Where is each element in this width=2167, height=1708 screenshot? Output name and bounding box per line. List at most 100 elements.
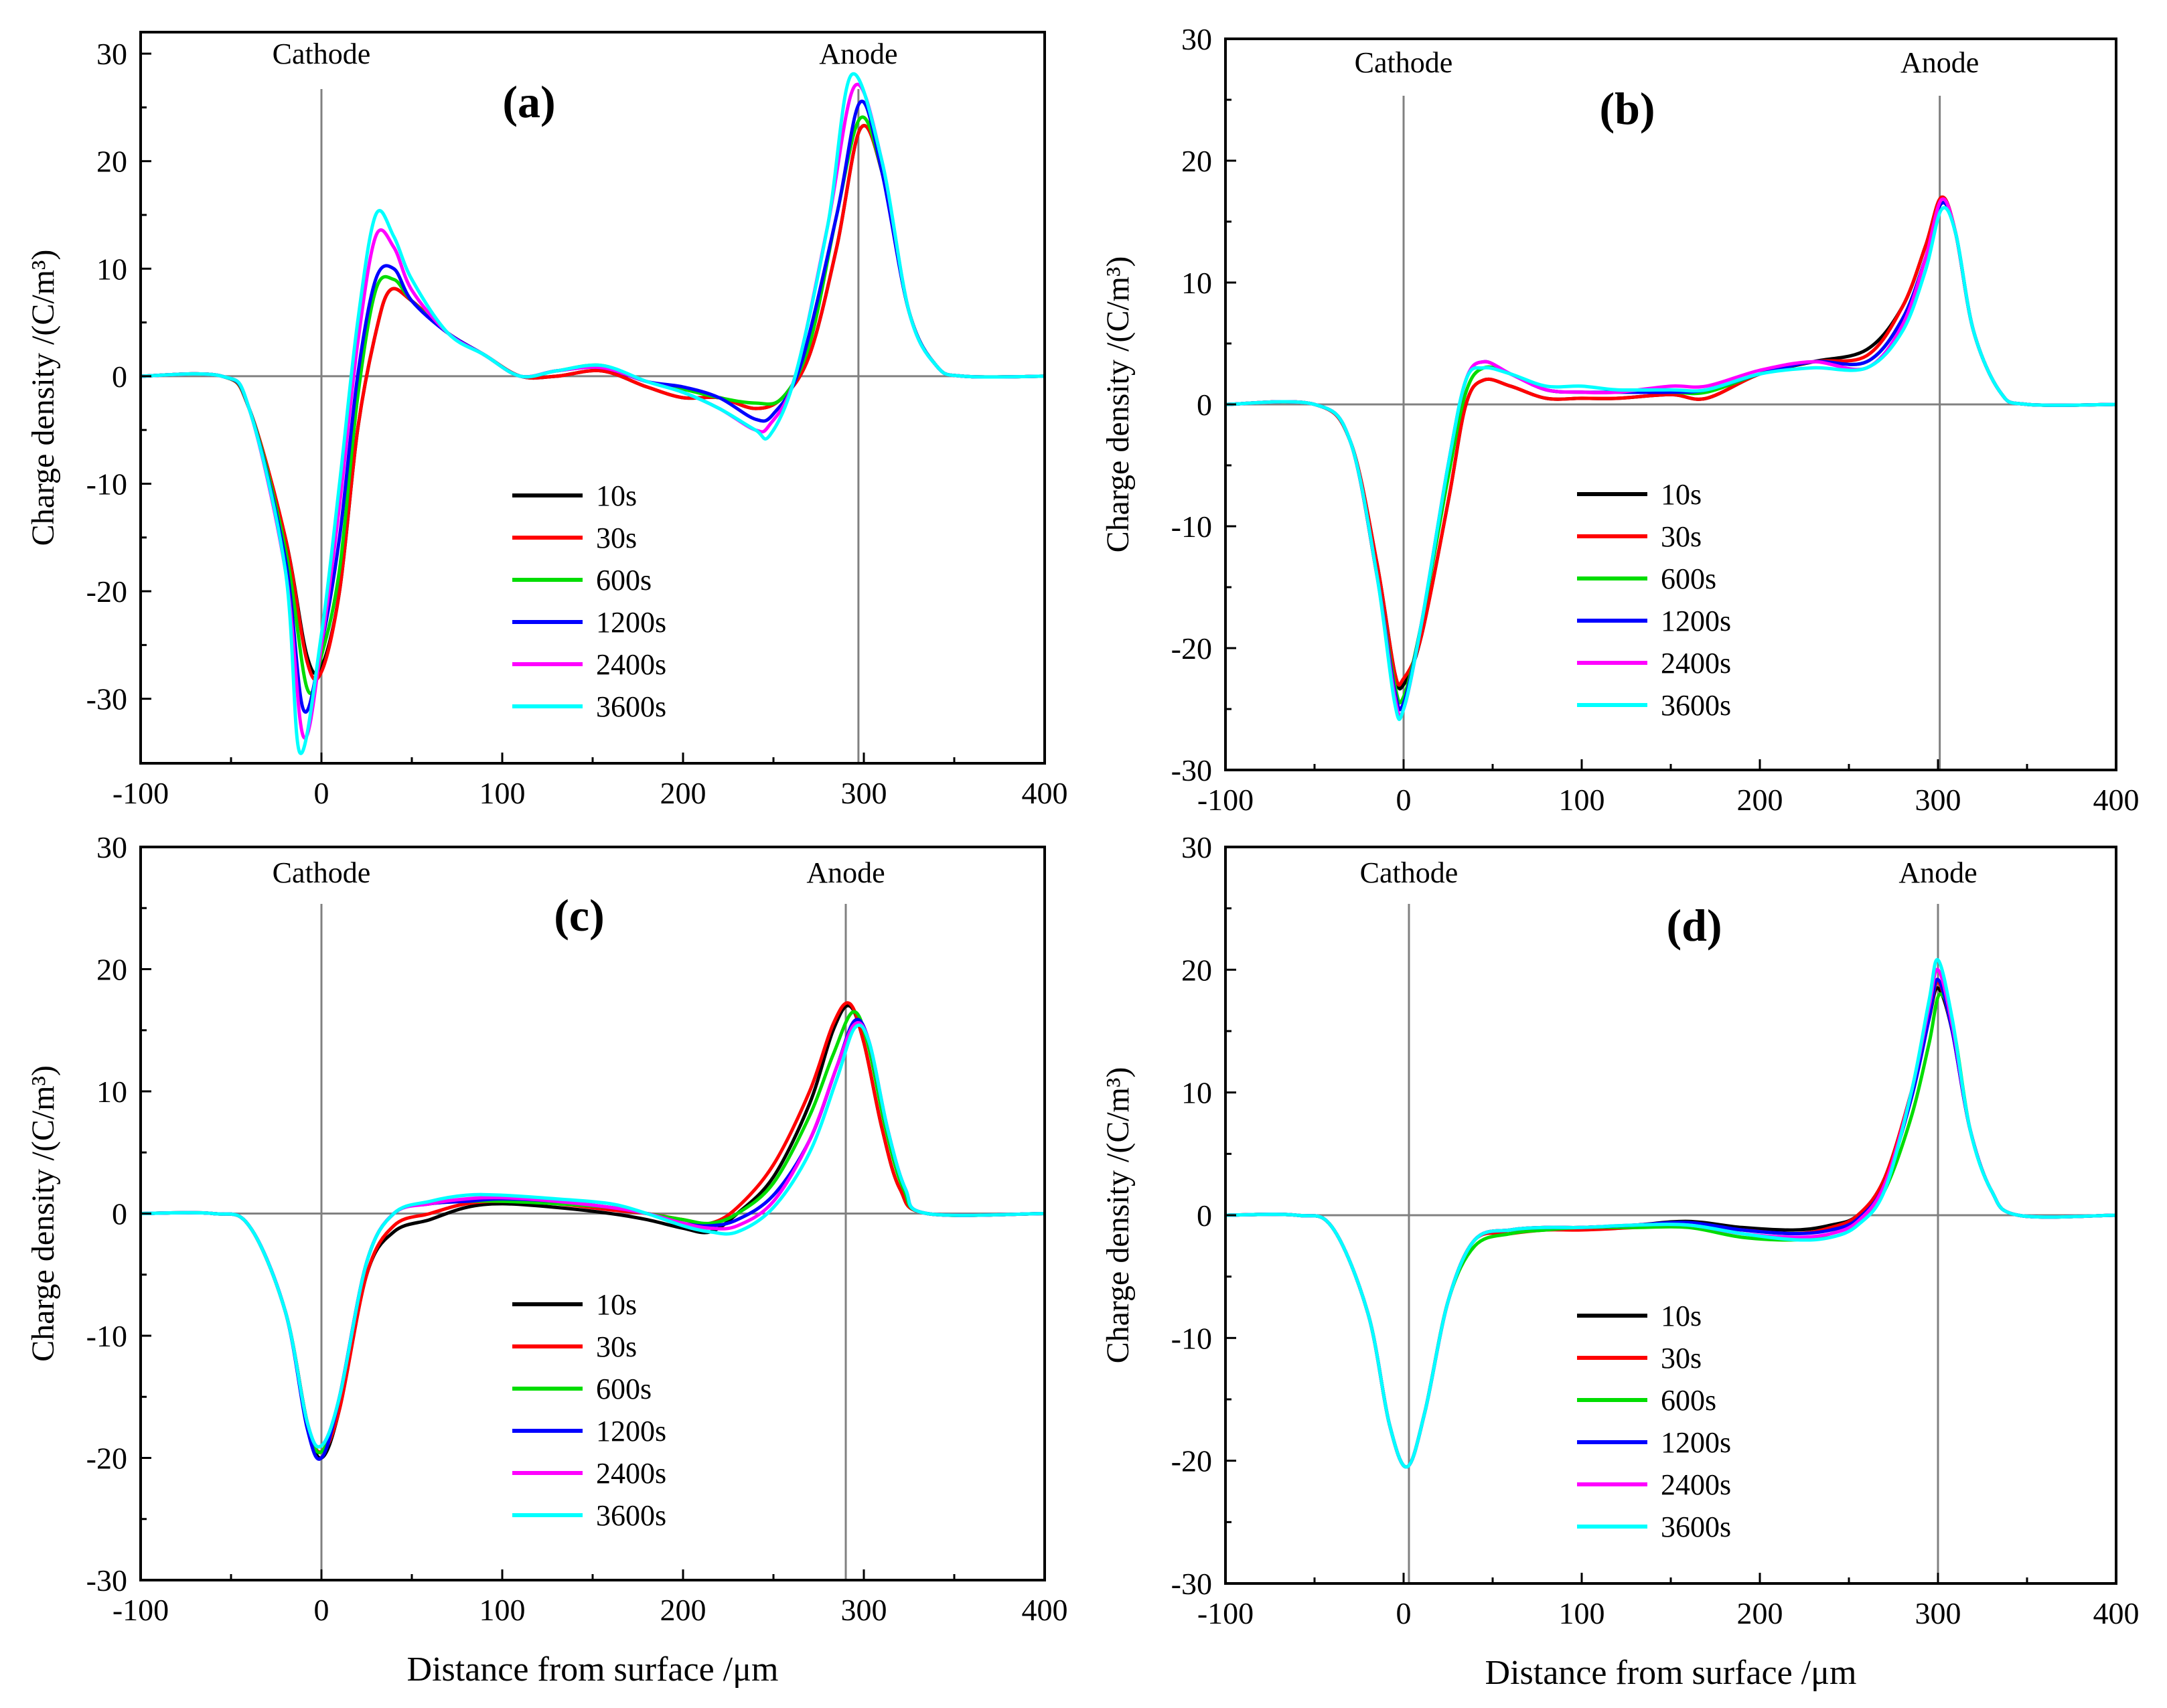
y-tick-label: 0 [112, 1197, 127, 1231]
y-tick-label: 20 [96, 145, 127, 179]
legend-label-10s: 10s [596, 1288, 637, 1321]
anode-label: Anode [1898, 856, 1977, 889]
anode-label: Anode [806, 856, 885, 889]
legend-label-600s: 600s [596, 564, 652, 597]
x-axis-label: Distance from surface /μm [407, 1650, 779, 1689]
x-tick-label: 200 [660, 776, 706, 810]
y-tick-label: 10 [96, 252, 127, 286]
legend-label-3600s: 3600s [1661, 689, 1731, 722]
y-tick-label: -20 [86, 574, 127, 609]
legend-label-10s: 10s [1661, 1300, 1702, 1332]
legend-label-3600s: 3600s [1661, 1510, 1731, 1543]
y-tick-label: 30 [1181, 22, 1212, 56]
x-tick-label: 300 [1915, 1596, 1961, 1630]
x-tick-label: 200 [660, 1593, 706, 1627]
series-line-30s [141, 124, 1045, 682]
legend-label-2400s: 2400s [1661, 647, 1731, 680]
legend-label-2400s: 2400s [596, 1457, 666, 1490]
y-tick-label: 0 [1197, 1198, 1212, 1233]
x-tick-label: 300 [1915, 783, 1961, 817]
y-axis-label: Charge density /(C/m³) [25, 250, 61, 546]
x-tick-label: 400 [2093, 783, 2140, 817]
series-line-2400s [141, 1021, 1045, 1449]
x-tick-label: 300 [841, 776, 887, 810]
panel-title: (b) [1599, 83, 1655, 134]
y-tick-label: -20 [1171, 631, 1212, 666]
y-tick-label: -30 [86, 682, 127, 716]
y-tick-label: 20 [1181, 953, 1212, 987]
panel-b: -100 0 100 200 300 400-30-20-100102030Charge … [1100, 22, 2140, 817]
legend-label-3600s: 3600s [596, 690, 666, 723]
y-tick-label: -30 [1171, 753, 1212, 787]
x-tick-label: 100 [1559, 783, 1605, 817]
legend-label-1200s: 1200s [596, 1415, 666, 1448]
series-line-2400s [1225, 197, 2116, 718]
legend-label-600s: 600s [1661, 562, 1716, 595]
panel-a: -100 0 100 200 300 400-30-20-100102030Charge … [25, 31, 1068, 810]
legend-label-2400s: 2400s [596, 648, 666, 681]
x-tick-label: 300 [841, 1593, 887, 1627]
panel-d: -100 0 100 200 300 400-30-20-100102030Charge … [1100, 830, 2140, 1692]
x-tick-label: 0 [1396, 1596, 1412, 1630]
anode-label: Anode [819, 37, 897, 70]
y-tick-label: 20 [1181, 144, 1212, 178]
series-group [141, 1001, 1045, 1461]
x-tick-label: 100 [479, 1593, 526, 1627]
anode-label: Anode [1900, 46, 1979, 79]
y-tick-label: 30 [96, 37, 127, 71]
x-tick-label: -100 [1197, 1596, 1254, 1630]
legend-label-30s: 30s [1661, 1342, 1702, 1375]
legend-label-2400s: 2400s [1661, 1468, 1731, 1501]
y-tick-label: -20 [86, 1442, 127, 1476]
x-tick-label: 400 [2093, 1596, 2140, 1630]
legend-label-600s: 600s [1661, 1384, 1716, 1417]
x-tick-label: 0 [314, 776, 329, 810]
series-line-10s [141, 124, 1045, 676]
cathode-label: Cathode [1360, 856, 1459, 889]
x-tick-label: -100 [113, 776, 169, 810]
x-tick-label: 0 [314, 1593, 329, 1627]
x-tick-label: -100 [113, 1593, 169, 1627]
legend: 10s 30s 600s 1200s 2400s 3600s [1577, 478, 1731, 722]
legend-label-1200s: 1200s [596, 606, 666, 639]
x-axis-label: Distance from surface /μm [1485, 1654, 1857, 1692]
series-line-3600s [141, 1023, 1045, 1449]
series-group [141, 72, 1045, 755]
y-tick-label: 30 [1181, 830, 1212, 864]
y-axis-label: Charge density /(C/m³) [25, 1065, 61, 1362]
cathode-label: Cathode [273, 856, 371, 889]
legend: 10s 30s 600s 1200s 2400s 3600s [512, 1288, 666, 1532]
y-tick-label: -10 [1171, 510, 1212, 544]
y-tick-label: 0 [1197, 388, 1212, 422]
plot-frame [139, 31, 1046, 765]
series-line-30s [141, 1001, 1045, 1454]
y-tick-label: 10 [1181, 1076, 1212, 1110]
legend-label-3600s: 3600s [596, 1499, 666, 1532]
legend-label-10s: 10s [1661, 478, 1702, 511]
panel-title: (a) [502, 76, 555, 127]
legend: 10s 30s 600s 1200s 2400s 3600s [1577, 1300, 1731, 1543]
x-tick-label: 400 [1022, 1593, 1068, 1627]
panel-title: (c) [554, 890, 604, 941]
series-line-600s [141, 1010, 1045, 1455]
legend-label-1200s: 1200s [1661, 605, 1731, 637]
x-tick-label: 100 [479, 776, 526, 810]
series-group [1225, 196, 2116, 721]
x-tick-label: 400 [1022, 776, 1068, 810]
legend-label-30s: 30s [596, 1330, 637, 1363]
legend-label-30s: 30s [596, 522, 637, 554]
y-tick-label: -10 [1171, 1321, 1212, 1355]
x-tick-label: 0 [1396, 783, 1412, 817]
panel-c: -100 0 100 200 300 400-30-20-100102030Charge … [25, 830, 1068, 1689]
y-tick-label: 10 [96, 1075, 127, 1109]
legend: 10s 30s 600s 1200s 2400s 3600s [512, 479, 666, 723]
x-tick-label: 200 [1737, 1596, 1783, 1630]
y-tick-label: -20 [1171, 1444, 1212, 1478]
legend-label-10s: 10s [596, 479, 637, 512]
x-tick-label: 100 [1559, 1596, 1605, 1630]
y-tick-label: -10 [86, 467, 127, 501]
series-line-1200s [141, 1018, 1045, 1461]
cathode-label: Cathode [273, 37, 371, 70]
panel-title: (d) [1666, 900, 1722, 951]
